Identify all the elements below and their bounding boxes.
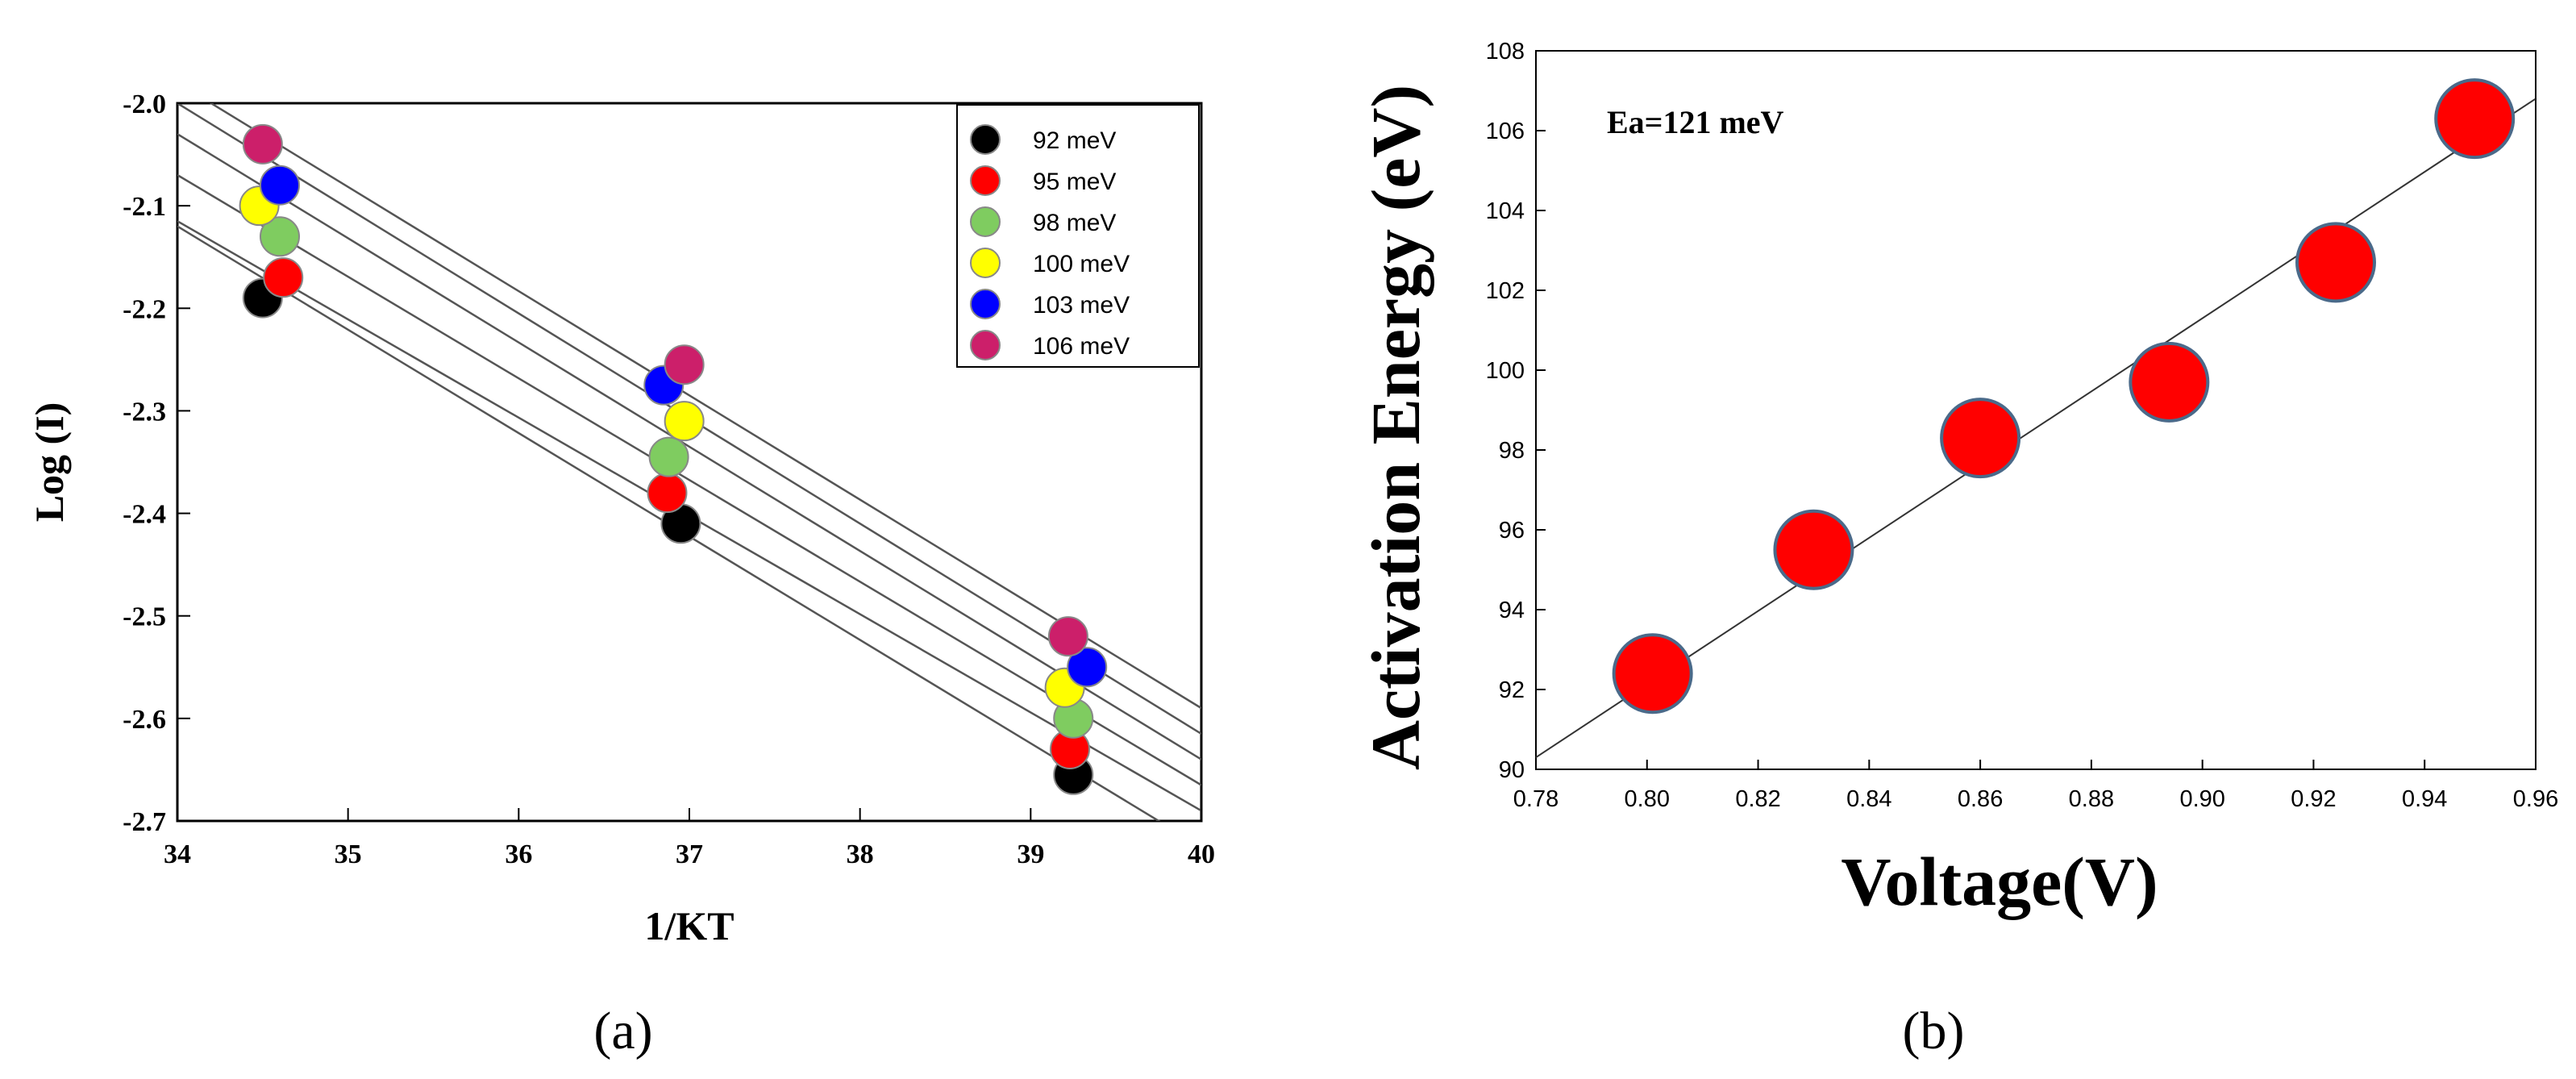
panel-a-point — [1047, 616, 1088, 657]
panel-b-y-tick-label: 98 — [1499, 438, 1525, 464]
panel-b-point — [2295, 222, 2376, 303]
panel-b-x-axis-label: Voltage(V) — [1841, 843, 2158, 920]
panel-b-x-tick-label: 0.84 — [1846, 786, 1891, 812]
panel-a-legend-label: 95 meV — [1033, 169, 1116, 195]
panel-a-legend-marker — [970, 124, 1001, 155]
panel-b: 0.78 0.80 0.82 0.84 0.86 0.88 0.90 0.92 0.94 0.96… — [1357, 39, 2558, 1060]
panel-b-x-tick-label: 0.96 — [2513, 786, 2558, 812]
panel-b-y-tick-label: 104 — [1486, 198, 1525, 224]
panel-a-legend: 92 meV 95 meV 98 meV 100 meV 103 meV 106 meV — [956, 104, 1200, 368]
panel-b-point — [2434, 78, 2516, 160]
panel-b-y-axis-label: Activation Energy (eV) — [1357, 85, 1434, 770]
panel-b-x-tick-label: 0.94 — [2402, 786, 2447, 812]
panel-a-legend-label: 100 meV — [1033, 251, 1130, 277]
panel-a-fit-line-5 — [209, 103, 1201, 710]
panel-a-point — [1067, 647, 1108, 688]
panel-b-points — [1612, 78, 2516, 714]
panel-b-x-tick-label: 0.78 — [1513, 786, 1559, 812]
panel-a-x-tick-label: 36 — [505, 839, 532, 869]
panel-b-x-tick-label: 0.86 — [1958, 786, 2003, 812]
panel-a-y-tick-label: -2.7 — [123, 807, 166, 837]
panel-a-y-tick-label: -2.4 — [123, 500, 166, 530]
panel-a-fit-lines — [177, 103, 1201, 821]
panel-b-point — [1612, 633, 1693, 714]
panel-b-fit-line-0 — [1536, 98, 2536, 758]
panel-b-point — [1773, 509, 1854, 590]
panel-b-plot-frame — [1535, 50, 2536, 770]
panel-b-x-tick-label: 0.90 — [2179, 786, 2224, 812]
panel-b-y-tick-label: 102 — [1486, 278, 1525, 304]
panel-a-point — [260, 216, 300, 257]
panel-a-legend-label: 92 meV — [1033, 127, 1116, 154]
panel-a-point — [648, 436, 689, 477]
panel-a-y-tick-label: -2.2 — [123, 294, 166, 324]
panel-a-x-tick-label: 40 — [1188, 839, 1215, 869]
panel-a-point — [664, 344, 705, 385]
panel-a-x-tick-label: 34 — [164, 839, 191, 869]
panel-b-x-ticks: 0.78 0.80 0.82 0.84 0.86 0.88 0.90 0.92 0.94 0.96 — [1513, 760, 2558, 812]
panel-b-x-tick-label: 0.92 — [2291, 786, 2336, 812]
panel-a-x-tick-label: 38 — [847, 839, 874, 869]
panel-b-x-tick-label: 0.82 — [1735, 786, 1780, 812]
panel-b-point — [2129, 341, 2210, 423]
panel-a-y-tick-label: -2.1 — [123, 192, 166, 222]
panel-b-y-tick-label: 90 — [1499, 757, 1525, 783]
panel-a-fit-line-2 — [177, 173, 1201, 786]
panel-a-y-axis-label: Log (I) — [27, 402, 72, 523]
panel-b-x-tick-label: 0.88 — [2069, 786, 2114, 812]
panel-a-point — [664, 401, 705, 442]
panel-b-label: (b) — [1903, 1002, 1965, 1060]
panel-a-y-tick-label: -2.6 — [123, 705, 166, 735]
panel-a-point — [263, 257, 304, 298]
panel-a-legend-marker — [970, 165, 1001, 196]
panel-a-fit-line-3 — [177, 133, 1201, 760]
panel-a-legend-marker — [970, 330, 1001, 360]
panel-b-y-tick-label: 108 — [1486, 39, 1525, 65]
panel-a-y-tick-label: -2.3 — [123, 397, 166, 427]
panel-a-points — [239, 123, 1108, 795]
panel-a-y-tick-label: -2.0 — [123, 90, 166, 119]
panel-a-legend-label: 98 meV — [1033, 210, 1116, 236]
panel-a-point — [260, 165, 300, 206]
panel-b-y-tick-label: 94 — [1499, 598, 1525, 623]
panel-a-point — [242, 123, 283, 165]
panel-a-legend-label: 106 meV — [1033, 333, 1130, 360]
panel-a-x-tick-label: 37 — [676, 839, 703, 869]
panel-b-annotation: Ea=121 meV — [1607, 104, 1784, 140]
panel-a-y-tick-label: -2.5 — [123, 602, 166, 632]
panel-a-x-ticks: 34 35 36 37 38 39 40 — [164, 808, 1215, 869]
panel-b-y-tick-label: 92 — [1499, 677, 1525, 703]
panel-b-y-tick-label: 100 — [1486, 358, 1525, 384]
panel-a-label: (a) — [593, 1002, 652, 1060]
panel-b-x-tick-label: 0.80 — [1625, 786, 1670, 812]
panel-b-point — [1940, 398, 2021, 479]
panel-b-fit-line — [1536, 98, 2536, 758]
panel-a-x-axis-label: 1/KT — [644, 903, 734, 948]
panel-a-x-tick-label: 39 — [1017, 839, 1044, 869]
panel-b-y-tick-label: 106 — [1486, 119, 1525, 144]
panel-b-y-ticks: 90 92 94 96 98 100 102 104 106 108 — [1486, 39, 1546, 783]
panel-a: 34 35 36 37 38 39 40 -2.7-2.6-2.5-2.4-2.3-2.2-… — [27, 90, 1215, 1060]
panel-b-y-tick-label: 96 — [1499, 518, 1525, 544]
panel-a-legend-label: 103 meV — [1033, 292, 1130, 319]
panel-a-legend-marker — [970, 206, 1001, 237]
panel-a-point — [647, 473, 688, 514]
panel-a-legend-marker — [970, 248, 1001, 278]
panel-a-y-ticks: -2.7 -2.6 -2.5 -2.4 -2.3 -2.2 -2.1 -2.0 — [123, 90, 190, 837]
panel-a-legend-marker — [970, 289, 1001, 319]
panel-a-x-tick-label: 35 — [335, 839, 362, 869]
